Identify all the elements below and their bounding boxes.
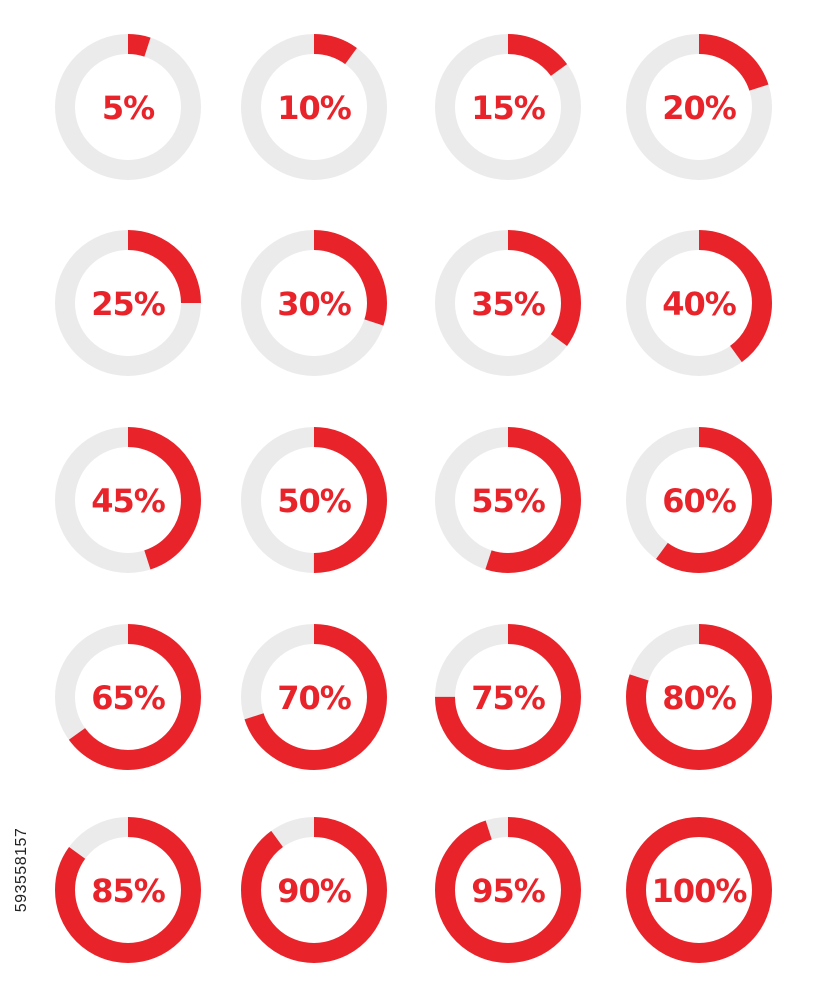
progress-ring-65: 65%: [55, 624, 201, 770]
ring-percent-label: 35%: [471, 285, 546, 323]
stock-id-text: 593558157: [10, 770, 34, 970]
ring-percent-label: 75%: [471, 679, 546, 717]
progress-ring-85: 85%: [55, 817, 201, 963]
ring-progress-arc: [626, 427, 772, 573]
ring-progress-arc: [626, 817, 772, 963]
ring-percent-label: 30%: [277, 285, 352, 323]
ring-percent-label: 70%: [277, 679, 352, 717]
ring-progress-arc: [241, 34, 387, 180]
ring-percent-label: 95%: [471, 872, 546, 910]
ring-progress-arc: [626, 230, 772, 376]
ring-progress-arc: [435, 427, 581, 573]
ring-percent-label: 45%: [91, 482, 166, 520]
ring-percent-label: 90%: [277, 872, 352, 910]
progress-ring-40: 40%: [626, 230, 772, 376]
ring-percent-label: 65%: [91, 679, 166, 717]
stock-id-label: 593558157: [13, 827, 30, 913]
ring-progress-arc: [241, 624, 387, 770]
ring-progress-arc: [435, 624, 581, 770]
progress-ring-80: 80%: [626, 624, 772, 770]
ring-percent-label: 55%: [471, 482, 546, 520]
ring-progress-arc: [626, 624, 772, 770]
progress-ring-75: 75%: [435, 624, 581, 770]
ring-percent-label: 5%: [102, 89, 155, 127]
progress-ring-60: 60%: [626, 427, 772, 573]
ring-progress-arc: [241, 230, 387, 376]
ring-percent-label: 85%: [91, 872, 166, 910]
ring-progress-arc: [55, 817, 201, 963]
ring-percent-label: 50%: [277, 482, 352, 520]
ring-percent-label: 80%: [662, 679, 737, 717]
ring-progress-arc: [55, 34, 201, 180]
ring-progress-arc: [626, 34, 772, 180]
ring-percent-label: 20%: [662, 89, 737, 127]
progress-ring-10: 10%: [241, 34, 387, 180]
progress-ring-30: 30%: [241, 230, 387, 376]
ring-progress-arc: [241, 817, 387, 963]
ring-progress-arc: [435, 34, 581, 180]
ring-progress-arc: [435, 230, 581, 376]
ring-progress-arc: [241, 427, 387, 573]
progress-ring-5: 5%: [55, 34, 201, 180]
ring-progress-arc: [55, 624, 201, 770]
progress-ring-15: 15%: [435, 34, 581, 180]
progress-ring-90: 90%: [241, 817, 387, 963]
ring-percent-label: 100%: [652, 872, 748, 910]
progress-ring-50: 50%: [241, 427, 387, 573]
progress-ring-20: 20%: [626, 34, 772, 180]
progress-ring-25: 25%: [55, 230, 201, 376]
progress-ring-45: 45%: [55, 427, 201, 573]
ring-progress-arc: [55, 427, 201, 573]
ring-percent-label: 60%: [662, 482, 737, 520]
progress-ring-70: 70%: [241, 624, 387, 770]
progress-ring-95: 95%: [435, 817, 581, 963]
ring-percent-label: 25%: [91, 285, 166, 323]
progress-ring-55: 55%: [435, 427, 581, 573]
ring-progress-arc: [55, 230, 201, 376]
progress-ring-100: 100%: [626, 817, 772, 963]
ring-percent-label: 40%: [662, 285, 737, 323]
ring-percent-label: 15%: [471, 89, 546, 127]
progress-ring-35: 35%: [435, 230, 581, 376]
ring-percent-label: 10%: [277, 89, 352, 127]
ring-progress-arc: [435, 817, 581, 963]
